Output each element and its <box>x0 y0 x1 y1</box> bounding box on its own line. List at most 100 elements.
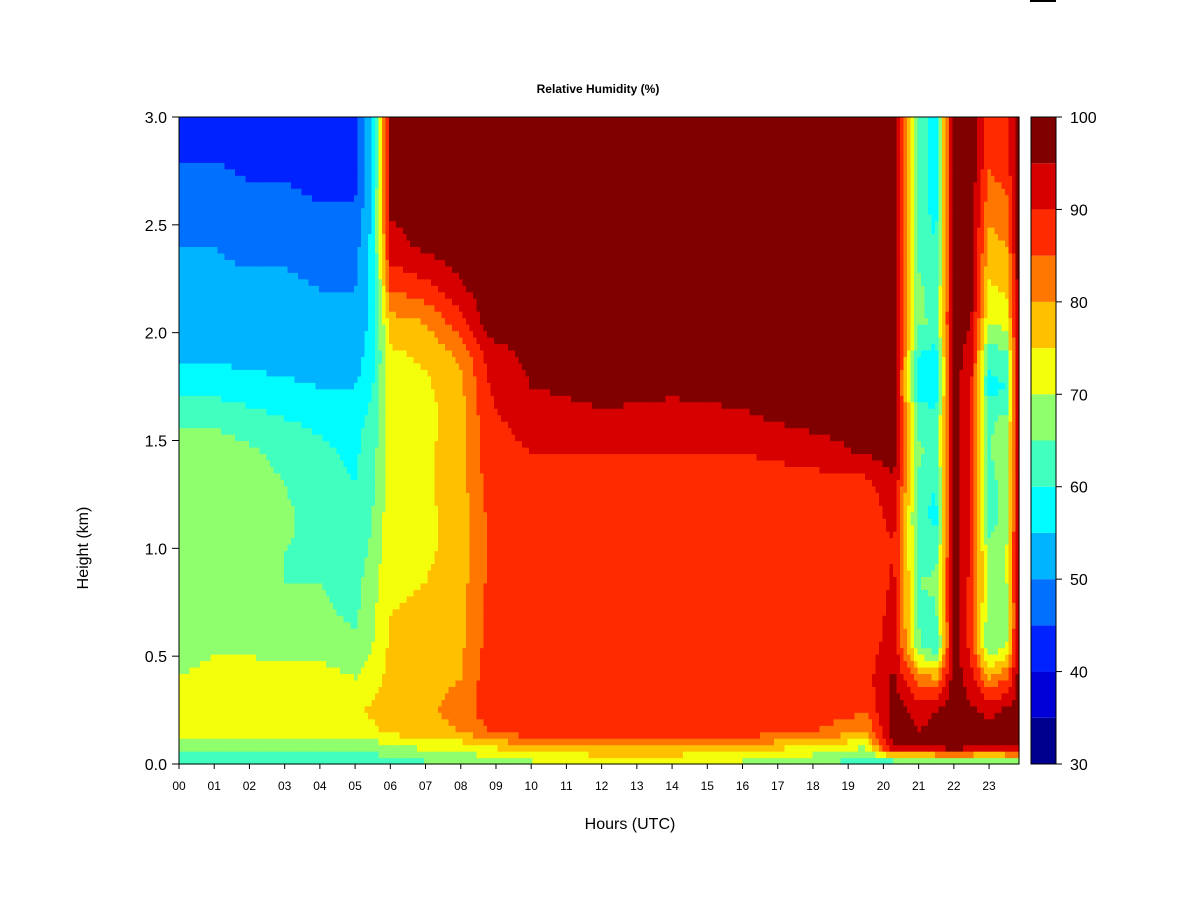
heatmap-cell <box>767 692 772 700</box>
heatmap-cell <box>903 744 908 752</box>
heatmap-cell <box>189 712 194 720</box>
heatmap-cell <box>746 718 751 726</box>
heatmap-cell <box>886 725 891 733</box>
heatmap-cell <box>413 731 418 739</box>
heatmap-cell <box>385 654 390 662</box>
heatmap-cell <box>462 634 467 642</box>
heatmap-cell <box>942 660 947 668</box>
heatmap-cell <box>312 751 317 759</box>
heatmap-cell <box>459 628 464 636</box>
heatmap-cell <box>893 751 898 759</box>
heatmap-cell <box>553 718 558 726</box>
heatmap-cell <box>774 673 779 681</box>
heatmap-cell <box>259 731 264 739</box>
heatmap-cell <box>326 744 331 752</box>
heatmap-cell <box>375 757 380 765</box>
heatmap-cell <box>581 641 586 649</box>
heatmap-cell <box>704 634 709 642</box>
heatmap-cell <box>595 647 600 655</box>
heatmap-cell <box>798 718 803 726</box>
heatmap-cell <box>966 660 971 668</box>
heatmap-cell <box>259 725 264 733</box>
heatmap-cell <box>322 666 327 675</box>
heatmap-cell <box>252 718 257 726</box>
heatmap-cell <box>980 705 985 713</box>
heatmap-cell <box>361 654 366 662</box>
heatmap-cell <box>777 628 782 636</box>
heatmap-cell <box>994 686 999 694</box>
heatmap-cell <box>879 654 884 662</box>
heatmap-cell <box>560 725 565 733</box>
heatmap-cell <box>203 712 208 720</box>
heatmap-cell <box>1008 692 1013 700</box>
heatmap-cell <box>448 654 453 662</box>
heatmap-cell <box>592 654 597 662</box>
heatmap-cell <box>991 725 996 733</box>
heatmap-cell <box>270 634 275 642</box>
heatmap-cell <box>791 686 796 694</box>
heatmap-cell <box>896 712 901 720</box>
heatmap-cell <box>882 686 887 694</box>
heatmap-cell <box>732 712 737 720</box>
heatmap-cell <box>648 757 653 765</box>
heatmap-cell <box>210 712 215 720</box>
heatmap-cell <box>501 647 506 655</box>
heatmap-cell <box>637 699 642 707</box>
heatmap-cell <box>662 718 667 726</box>
heatmap-cell <box>340 751 345 759</box>
heatmap-cell <box>518 686 523 694</box>
heatmap-cell <box>935 686 940 694</box>
heatmap-cell <box>1008 647 1013 655</box>
heatmap-cell <box>858 686 863 694</box>
heatmap-cell <box>844 731 849 739</box>
heatmap-cell <box>938 692 943 700</box>
heatmap-cell <box>697 718 702 726</box>
heatmap-cell <box>970 751 975 759</box>
heatmap-cell <box>777 686 782 694</box>
heatmap-cell <box>917 705 922 713</box>
heatmap-cell <box>592 744 597 752</box>
heatmap-cell <box>634 686 639 694</box>
heatmap-cell <box>644 673 649 681</box>
heatmap-cell <box>837 744 842 752</box>
heatmap-cell <box>739 699 744 707</box>
heatmap-cell <box>259 647 264 655</box>
heatmap-cell <box>847 699 852 707</box>
heatmap-cell <box>945 686 950 694</box>
heatmap-cell <box>371 731 376 739</box>
heatmap-cell <box>994 647 999 655</box>
heatmap-cell <box>753 641 758 649</box>
heatmap-cell <box>788 634 793 642</box>
heatmap-cell <box>669 738 674 746</box>
heatmap-cell <box>963 654 968 662</box>
heatmap-cell <box>179 666 184 675</box>
heatmap-cell <box>959 679 964 687</box>
heatmap-cell <box>903 654 908 662</box>
heatmap-cell <box>875 666 880 675</box>
heatmap-cell <box>200 738 205 746</box>
heatmap-cell <box>277 744 282 752</box>
heatmap-cell <box>844 647 849 655</box>
heatmap-cell <box>417 641 422 649</box>
heatmap-cell <box>448 641 453 649</box>
heatmap-cell <box>592 699 597 707</box>
heatmap-cell <box>256 679 261 687</box>
heatmap-cell <box>700 647 705 655</box>
heatmap-cell <box>508 660 513 668</box>
heatmap-cell <box>305 757 310 765</box>
heatmap-cell <box>991 705 996 713</box>
heatmap-cell <box>312 673 317 681</box>
heatmap-cell <box>277 718 282 726</box>
heatmap-cell <box>263 692 268 700</box>
heatmap-cell <box>186 744 191 752</box>
heatmap-cell <box>245 660 250 668</box>
heatmap-cell <box>445 751 450 759</box>
heatmap-cell <box>343 641 348 649</box>
heatmap-cell <box>560 660 565 668</box>
heatmap-cell <box>322 679 327 687</box>
heatmap-cell <box>399 699 404 707</box>
heatmap-cell <box>945 699 950 707</box>
heatmap-cell <box>347 705 352 713</box>
heatmap-cell <box>203 666 208 675</box>
heatmap-cell <box>210 647 215 655</box>
